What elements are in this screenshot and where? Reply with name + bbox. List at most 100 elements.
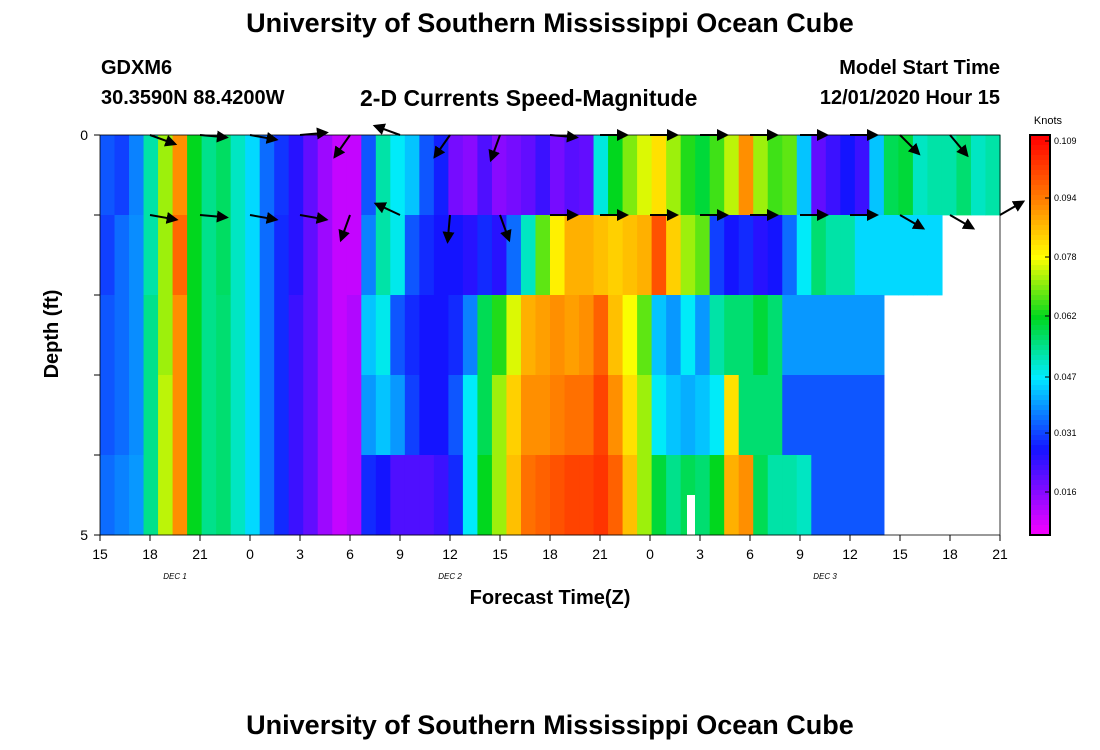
- x-tick-label: 12: [842, 546, 858, 562]
- colorbar-segment: [1030, 375, 1050, 381]
- station-id: GDXM6: [101, 57, 173, 79]
- colorbar-segment: [1030, 365, 1050, 371]
- heat-cell: [216, 215, 232, 296]
- heat-cell: [767, 135, 783, 216]
- heat-cell: [158, 135, 174, 216]
- heat-cell: [666, 295, 682, 376]
- heat-cell: [680, 375, 696, 456]
- x-tick-label: 15: [492, 546, 508, 562]
- colorbar-segment: [1030, 225, 1050, 231]
- heat-cell: [579, 295, 595, 376]
- colorbar-segment: [1030, 255, 1050, 261]
- heat-cell: [390, 375, 406, 456]
- heat-cell: [608, 375, 624, 456]
- heat-cell: [216, 135, 232, 216]
- colorbar-segment: [1030, 385, 1050, 391]
- heat-cell: [506, 215, 522, 296]
- heat-cell: [912, 215, 929, 296]
- heat-cell: [506, 135, 522, 216]
- heat-cell: [724, 135, 740, 216]
- heat-cell: [535, 135, 551, 216]
- heat-cell: [767, 295, 783, 376]
- heat-cell: [622, 215, 638, 296]
- heat-cell: [869, 375, 885, 456]
- heat-cell: [796, 215, 812, 296]
- heat-cell: [825, 215, 841, 296]
- heat-cell: [158, 215, 174, 296]
- station-coordinates: 30.3590N 88.4200W: [101, 87, 285, 109]
- colorbar-segment: [1030, 445, 1050, 451]
- colorbar-segment: [1030, 515, 1050, 521]
- colorbar-segment: [1030, 195, 1050, 201]
- heat-cell: [753, 375, 769, 456]
- heat-cell: [550, 375, 566, 456]
- heat-cell: [390, 455, 406, 536]
- heat-cell: [462, 375, 479, 456]
- heat-cell: [332, 375, 348, 456]
- heat-cell: [825, 375, 841, 456]
- colorbar-segment: [1030, 335, 1050, 341]
- heat-cell: [462, 295, 479, 376]
- heat-cell: [608, 295, 624, 376]
- heat-cell: [375, 135, 391, 216]
- heat-cell: [114, 135, 130, 216]
- colorbar-segment: [1030, 410, 1050, 416]
- heat-cell: [695, 455, 711, 536]
- colorbar-tick-label: 0.031: [1054, 428, 1077, 438]
- heat-cell: [753, 135, 769, 216]
- heat-cell: [187, 295, 203, 376]
- colorbar-segment: [1030, 490, 1050, 496]
- heat-cell: [651, 135, 667, 216]
- heat-cell: [825, 455, 841, 536]
- heat-cell: [666, 455, 682, 536]
- heat-cell: [869, 135, 885, 216]
- heat-cell: [317, 135, 333, 216]
- heat-cell: [506, 455, 522, 536]
- colorbar-segment: [1030, 525, 1050, 531]
- colorbar-segment: [1030, 340, 1050, 346]
- heat-cell: [390, 135, 406, 216]
- heat-cell: [317, 455, 333, 536]
- heat-cell: [303, 135, 319, 216]
- current-vector: [488, 134, 501, 163]
- current-vector: [999, 200, 1026, 216]
- heat-cell: [695, 135, 711, 216]
- heat-cell: [695, 215, 711, 296]
- colorbar-segment: [1030, 470, 1050, 476]
- colorbar-segment: [1030, 530, 1050, 536]
- heat-cell: [448, 455, 464, 536]
- heat-cell: [550, 455, 566, 536]
- heat-cell: [129, 455, 145, 536]
- heat-cell: [520, 215, 537, 296]
- x-tick-label: 6: [746, 546, 754, 562]
- heat-cell: [187, 455, 203, 536]
- colorbar-segment: [1030, 315, 1050, 321]
- colorbar-segment: [1030, 140, 1050, 146]
- heat-cell: [404, 375, 420, 456]
- colorbar-segment: [1030, 245, 1050, 251]
- heat-cell: [361, 455, 377, 536]
- heat-cell: [274, 135, 290, 216]
- heat-cell: [637, 455, 653, 536]
- heat-cell: [230, 455, 246, 536]
- heat-cell: [114, 375, 130, 456]
- heat-cell: [158, 295, 174, 376]
- heat-cell: [404, 295, 420, 376]
- heat-cell: [883, 215, 899, 296]
- heat-cell: [288, 295, 304, 376]
- heat-cell: [332, 295, 348, 376]
- heat-cell: [143, 455, 159, 536]
- heat-cell: [390, 295, 406, 376]
- heat-cell: [535, 295, 551, 376]
- colorbar-segment: [1030, 285, 1050, 291]
- heat-cell: [375, 295, 391, 376]
- current-vector: [149, 134, 178, 147]
- heat-cell: [622, 295, 638, 376]
- colorbar-segment: [1030, 205, 1050, 211]
- heat-cell: [840, 375, 856, 456]
- heat-cell: [317, 215, 333, 296]
- heat-cell: [564, 135, 580, 216]
- heat-cell: [608, 455, 624, 536]
- x-tick-label: 21: [992, 546, 1008, 562]
- heat-cell: [303, 455, 319, 536]
